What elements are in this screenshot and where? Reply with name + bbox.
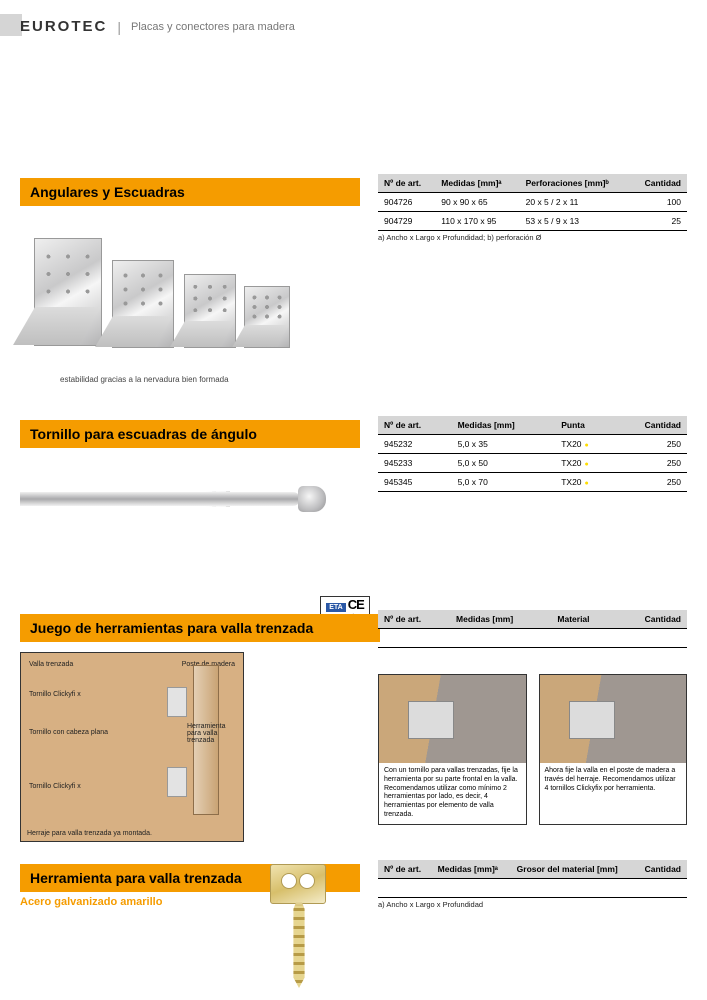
- section-juego-herramientas: Juego de herramientas para valla trenzad…: [20, 614, 687, 842]
- col-cant: Cantidad: [634, 860, 687, 879]
- table-row: 945232 5,0 x 35 TX20 250: [378, 435, 687, 454]
- col-cant: Cantidad: [616, 610, 687, 629]
- product-image-brackets: estabilidad gracias a la nervadura bien …: [20, 214, 360, 378]
- col-medidas: Medidas [mm]: [450, 610, 551, 629]
- breadcrumb: Placas y conectores para madera: [131, 21, 295, 33]
- col-punta: Punta: [555, 416, 614, 435]
- col-cant: Cantidad: [631, 174, 687, 193]
- col-material: Material: [551, 610, 616, 629]
- table-herramienta: Nº de art. Medidas [mm]ᵃ Grosor del mate…: [378, 860, 687, 909]
- instruction-photos: Con un tornillo para vallas trenzadas, f…: [378, 674, 687, 825]
- section-herramienta-valla: Herramienta para valla trenzada Acero ga…: [20, 864, 687, 908]
- table-row: [378, 879, 687, 898]
- image-caption: estabilidad gracias a la nervadura bien …: [60, 375, 229, 384]
- table-row: 904729 110 x 170 x 95 53 x 5 / 9 x 13 25: [378, 212, 687, 231]
- table-row: 945345 5,0 x 70 TX20 250: [378, 473, 687, 492]
- instruction-step-2: Ahora fije la valla en el poste de mader…: [539, 674, 688, 825]
- instruction-step-1: Con un tornillo para vallas trenzadas, f…: [378, 674, 527, 825]
- page-tab: [0, 14, 22, 36]
- col-perf: Perforaciones [mm]ᵇ: [520, 174, 631, 193]
- page-header: EUROTEC | Placas y conectores para mader…: [20, 18, 295, 35]
- table-row: 904726 90 x 90 x 65 20 x 5 / 2 x 11 100: [378, 193, 687, 212]
- header-separator: |: [117, 19, 121, 35]
- assembly-diagram: Valla trenzada Poste de madera Tornillo …: [20, 652, 244, 842]
- col-medidas: Medidas [mm]ᵃ: [435, 174, 519, 193]
- product-image-gold-bracket: [240, 864, 340, 994]
- col-cant: Cantidad: [614, 416, 687, 435]
- brand-logo: EUROTEC: [20, 18, 107, 35]
- table-angulares: Nº de art. Medidas [mm]ᵃ Perforaciones […: [378, 174, 687, 242]
- section-angulares: Angulares y Escuadras estabilidad gracia…: [20, 178, 687, 378]
- col-art: Nº de art.: [378, 610, 450, 629]
- col-art: Nº de art.: [378, 174, 435, 193]
- table-row: [378, 629, 687, 648]
- col-art: Nº de art.: [378, 860, 432, 879]
- section-tornillo-escuadras: Tornillo para escuadras de ángulo ETACE …: [20, 420, 687, 526]
- section-title: Tornillo para escuadras de ángulo: [20, 420, 360, 448]
- section-title: Juego de herramientas para valla trenzad…: [20, 614, 380, 642]
- table-juego: Nº de art. Medidas [mm] Material Cantida…: [378, 610, 687, 648]
- col-medidas: Medidas [mm]: [452, 416, 556, 435]
- table-row: 945233 5,0 x 50 TX20 250: [378, 454, 687, 473]
- section-title: Angulares y Escuadras: [20, 178, 360, 206]
- table-tornillo: Nº de art. Medidas [mm] Punta Cantidad 9…: [378, 416, 687, 492]
- table-footnote: a) Ancho x Largo x Profundidad; b) perfo…: [378, 233, 687, 242]
- col-art: Nº de art.: [378, 416, 452, 435]
- product-image-screw: ETACE Europ. Techn. Bewertung / European…: [20, 466, 360, 526]
- col-medidas: Medidas [mm]ᵃ: [432, 860, 511, 879]
- table-footnote: a) Ancho x Largo x Profundidad: [378, 900, 687, 909]
- col-grosor: Grosor del material [mm]: [511, 860, 635, 879]
